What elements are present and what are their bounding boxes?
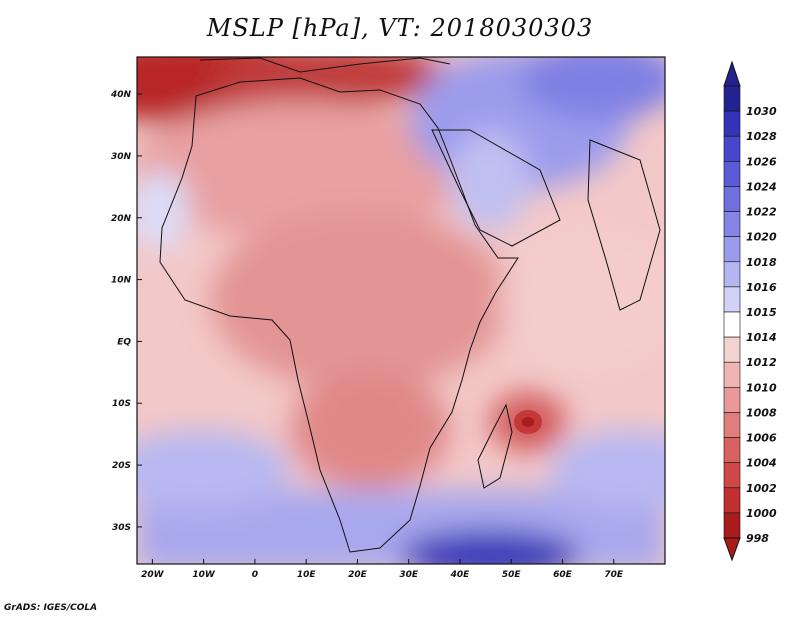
y-tick-label: EQ bbox=[117, 337, 131, 347]
y-tick-label: 30S bbox=[112, 523, 131, 533]
y-tick-label: 10N bbox=[111, 276, 132, 286]
colorbar-label: 1002 bbox=[746, 482, 777, 495]
colorbar-swatch bbox=[723, 236, 741, 263]
chart-title: MSLP [hPa], VT: 2018030303 bbox=[206, 14, 594, 42]
colorbar-swatch bbox=[723, 512, 741, 539]
colorbar-label: 1030 bbox=[746, 105, 777, 118]
y-tick-label: 30N bbox=[111, 152, 132, 162]
colorbar-label: 1000 bbox=[746, 507, 777, 520]
y-tick-label: 20S bbox=[112, 461, 131, 471]
x-tick-label: 20E bbox=[348, 570, 368, 580]
x-tick-label: 20W bbox=[141, 570, 165, 580]
x-tick-label: 30E bbox=[399, 570, 419, 580]
x-tick-label: 0 bbox=[252, 570, 258, 580]
colorbar-label: 1004 bbox=[746, 457, 777, 470]
colorbar-label: 1018 bbox=[746, 256, 777, 269]
colorbar-label: 1012 bbox=[746, 356, 777, 369]
colorbar-label: 1028 bbox=[746, 130, 777, 143]
colorbar-swatch bbox=[723, 487, 741, 514]
colorbar-label: 1010 bbox=[746, 381, 777, 394]
y-tick-label: 10S bbox=[112, 399, 131, 409]
x-tick-label: 60E bbox=[553, 570, 573, 580]
x-tick-label: 40E bbox=[450, 570, 471, 580]
colorbar-swatch bbox=[723, 261, 741, 288]
colorbar-swatch bbox=[723, 462, 741, 489]
x-tick-label: 10E bbox=[297, 570, 317, 580]
arabia-coastline bbox=[431, 129, 561, 247]
madagascar-coastline bbox=[477, 403, 513, 489]
africa-coastline bbox=[159, 77, 519, 553]
colorbar-label: 1015 bbox=[746, 306, 777, 319]
colorbar-label: 1026 bbox=[746, 155, 777, 168]
india-coastline bbox=[587, 139, 661, 311]
colorbar-swatch bbox=[723, 387, 741, 413]
colorbar-swatch bbox=[723, 211, 741, 237]
plot-frame bbox=[136, 56, 666, 565]
colorbar-swatch bbox=[723, 412, 741, 438]
colorbar-swatch bbox=[723, 85, 741, 112]
x-tick-label: 10W bbox=[192, 570, 216, 580]
y-tick-label: 20N bbox=[111, 214, 132, 224]
axis-ticks: 20W 10W 0 10E 20E 30E 40E 50E 60E 70E 40N 30N 20N 10N… bbox=[110, 90, 624, 580]
x-tick-label: 70E bbox=[604, 570, 624, 580]
colorbar-swatch bbox=[723, 161, 741, 187]
colorbar-label: 1022 bbox=[746, 206, 777, 219]
colorbar-swatch bbox=[723, 110, 741, 137]
pressure-field bbox=[137, 57, 665, 564]
colorbar-swatch bbox=[723, 336, 741, 363]
europe-coastline bbox=[199, 57, 451, 73]
colorbar-label: 1024 bbox=[746, 180, 777, 193]
colorbar: 1030 1028 1026 1024 1022 1020 1018 1016 1015 1014… bbox=[723, 60, 777, 562]
colorbar-label: 1006 bbox=[746, 432, 777, 445]
colorbar-top-arrow bbox=[723, 60, 741, 87]
colorbar-swatch bbox=[723, 186, 741, 212]
colorbar-swatch bbox=[723, 437, 741, 463]
colorbar-label: 1014 bbox=[746, 331, 777, 344]
colorbar-swatch bbox=[723, 361, 741, 388]
colorbar-label: 1008 bbox=[746, 406, 777, 419]
colorbar-swatch bbox=[723, 135, 741, 162]
colorbar-swatch bbox=[723, 286, 741, 313]
colorbar-bottom-arrow bbox=[723, 537, 741, 562]
colorbar-swatch bbox=[723, 311, 741, 338]
colorbar-label: 998 bbox=[746, 532, 769, 545]
colorbar-label: 1016 bbox=[746, 281, 777, 294]
colorbar-label: 1020 bbox=[746, 231, 777, 244]
y-tick-label: 40N bbox=[110, 90, 132, 100]
x-tick-label: 50E bbox=[502, 570, 522, 580]
credit-text: GrADS: IGES/COLA bbox=[4, 603, 98, 613]
